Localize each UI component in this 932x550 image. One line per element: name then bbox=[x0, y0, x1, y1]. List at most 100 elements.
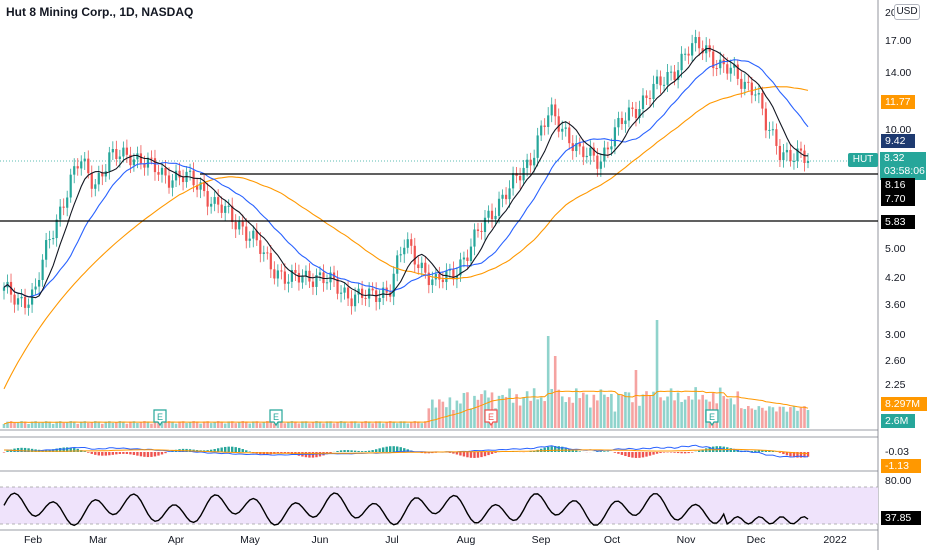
volume-bar bbox=[216, 421, 220, 428]
price-tick-label: 3.00 bbox=[885, 329, 906, 341]
macd-histogram-bar bbox=[153, 452, 157, 457]
price-axis[interactable]: 20.0017.0014.0010.005.004.203.603.002.60… bbox=[885, 7, 911, 391]
candle-body bbox=[519, 175, 522, 181]
candle-body bbox=[196, 185, 199, 190]
volume-bar bbox=[357, 423, 360, 428]
candle bbox=[796, 140, 799, 168]
candle bbox=[557, 108, 560, 138]
macd-histogram-bar bbox=[392, 446, 395, 452]
earnings-badge bbox=[153, 409, 167, 427]
candle-body bbox=[171, 180, 174, 188]
candle bbox=[782, 144, 785, 168]
volume-bar bbox=[237, 422, 241, 428]
candle bbox=[719, 51, 722, 75]
macd-histogram-bar bbox=[371, 450, 374, 452]
earnings-marker[interactable]: E bbox=[484, 409, 498, 427]
macd-histogram-bar bbox=[339, 450, 343, 452]
macd-histogram-bar bbox=[617, 452, 620, 454]
earnings-label: E bbox=[488, 412, 494, 422]
candle-body bbox=[213, 197, 216, 204]
chart-title: Hut 8 Mining Corp., 1D, NASDAQ bbox=[6, 5, 194, 19]
candle-body bbox=[399, 254, 402, 256]
candle-body bbox=[655, 76, 659, 84]
volume-bar bbox=[806, 410, 810, 428]
candle-body bbox=[329, 272, 332, 283]
candle bbox=[311, 273, 315, 295]
earnings-marker[interactable]: E bbox=[269, 409, 283, 427]
volume-bar bbox=[90, 422, 94, 428]
candle-body bbox=[511, 173, 515, 189]
macd-histogram-bar bbox=[216, 448, 220, 452]
candle-body bbox=[427, 272, 430, 286]
candle-body bbox=[311, 281, 315, 287]
volume-bar bbox=[683, 399, 687, 428]
macd-histogram-bar bbox=[381, 447, 385, 452]
candle-body bbox=[73, 166, 76, 175]
candle bbox=[174, 164, 178, 188]
candle-body bbox=[199, 182, 202, 190]
candle-body bbox=[610, 146, 613, 150]
candle bbox=[701, 40, 704, 61]
macd-histogram-bar bbox=[280, 452, 283, 454]
volume-bar bbox=[181, 421, 185, 428]
earnings-marker[interactable]: E bbox=[153, 409, 167, 427]
macd-histogram-bar bbox=[789, 452, 792, 457]
macd-histogram-bar bbox=[662, 452, 666, 453]
volume-bar bbox=[266, 421, 269, 428]
candlesticks[interactable] bbox=[2, 29, 810, 316]
volume-bar bbox=[304, 421, 308, 428]
horizontal-levels[interactable] bbox=[0, 173, 878, 222]
price-tick-label: 3.60 bbox=[885, 299, 906, 311]
candle bbox=[224, 199, 227, 222]
candle-body bbox=[768, 129, 771, 131]
volume-bar bbox=[747, 406, 750, 428]
candle bbox=[23, 288, 27, 315]
candle-body bbox=[139, 153, 143, 164]
candle bbox=[262, 245, 265, 262]
candle-body bbox=[673, 71, 676, 80]
candle bbox=[504, 187, 508, 205]
volume-bar bbox=[30, 421, 34, 428]
candle-body bbox=[641, 95, 645, 109]
price-tick-label: 10.00 bbox=[885, 124, 911, 136]
volume-bar bbox=[283, 423, 287, 428]
candle bbox=[547, 107, 550, 135]
volume-bar bbox=[620, 395, 624, 428]
candle-body bbox=[76, 166, 79, 169]
volume-bar bbox=[515, 394, 518, 428]
macd-histogram-bar bbox=[104, 452, 108, 456]
candle-body bbox=[504, 194, 508, 200]
candle bbox=[536, 127, 539, 167]
macd-histogram-bar bbox=[329, 452, 332, 453]
candle-body bbox=[234, 221, 237, 230]
candle-body bbox=[97, 172, 100, 185]
earnings-marker[interactable]: E bbox=[705, 409, 719, 427]
volume-bar bbox=[634, 370, 638, 428]
macd-histogram-bar bbox=[132, 452, 136, 455]
volume-bar bbox=[420, 423, 424, 428]
macd-histogram-bar bbox=[613, 452, 617, 453]
volume-bar bbox=[55, 421, 58, 428]
candle-body bbox=[136, 153, 139, 160]
candle bbox=[729, 59, 732, 82]
candle-body bbox=[368, 288, 371, 299]
volume-bar bbox=[567, 397, 571, 428]
candle-body bbox=[508, 188, 511, 200]
volume-bar bbox=[518, 405, 522, 428]
candle-body bbox=[16, 298, 20, 305]
candle bbox=[445, 263, 448, 291]
candle-body bbox=[241, 221, 244, 227]
candle bbox=[592, 142, 595, 162]
candle-body bbox=[276, 270, 279, 279]
candle bbox=[494, 207, 497, 227]
macd-histogram-bar bbox=[634, 452, 638, 458]
macd-histogram-bar bbox=[343, 450, 346, 452]
candle-body bbox=[178, 170, 181, 178]
time-axis[interactable]: Feb Mar Apr May Jun Jul Aug Sep Oct Nov Dec 2022 bbox=[24, 534, 847, 546]
macd-histogram-bar bbox=[122, 452, 125, 454]
currency-button[interactable]: USD bbox=[894, 4, 920, 20]
volume-bar bbox=[592, 394, 596, 428]
volume-bar bbox=[585, 394, 589, 428]
